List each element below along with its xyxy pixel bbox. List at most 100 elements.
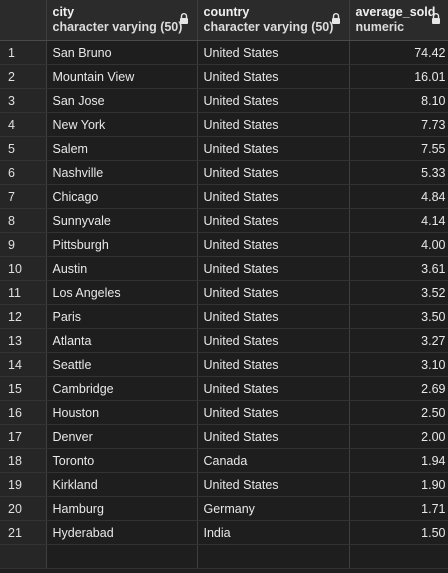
cell-city[interactable]: Hyderabad: [46, 520, 198, 545]
cell-city[interactable]: Toronto: [46, 448, 198, 473]
cell-country[interactable]: United States: [197, 40, 350, 65]
cell-average-sold[interactable]: 1.90: [349, 472, 448, 497]
cell-country[interactable]: United States: [197, 280, 350, 305]
row-index[interactable]: 20: [0, 496, 47, 521]
table-row[interactable]: 8 Sunnyvale United States 4.14: [0, 208, 448, 233]
row-index[interactable]: 1: [0, 40, 47, 65]
table-row[interactable]: 11 Los Angeles United States 3.52: [0, 280, 448, 305]
cell-country[interactable]: United States: [197, 208, 350, 233]
row-index[interactable]: 16: [0, 400, 47, 425]
row-index[interactable]: 12: [0, 304, 47, 329]
cell-average-sold[interactable]: 7.55: [349, 136, 448, 161]
column-header-average-sold[interactable]: average_sold numeric: [349, 0, 448, 41]
cell-country[interactable]: [197, 544, 350, 569]
table-row[interactable]: 16 Houston United States 2.50: [0, 400, 448, 425]
cell-average-sold[interactable]: [349, 544, 448, 569]
table-row[interactable]: 6 Nashville United States 5.33: [0, 160, 448, 185]
table-row[interactable]: 3 San Jose United States 8.10: [0, 88, 448, 113]
cell-city[interactable]: Seattle: [46, 352, 198, 377]
cell-country[interactable]: United States: [197, 136, 350, 161]
row-index[interactable]: 9: [0, 232, 47, 257]
cell-average-sold[interactable]: 1.94: [349, 448, 448, 473]
cell-city[interactable]: Kirkland: [46, 472, 198, 497]
row-index[interactable]: 15: [0, 376, 47, 401]
row-index[interactable]: 5: [0, 136, 47, 161]
column-header-city[interactable]: city character varying (50): [46, 0, 198, 41]
cell-city[interactable]: Houston: [46, 400, 198, 425]
cell-country[interactable]: United States: [197, 400, 350, 425]
cell-city[interactable]: Chicago: [46, 184, 198, 209]
row-index[interactable]: 10: [0, 256, 47, 281]
cell-city[interactable]: San Jose: [46, 88, 198, 113]
cell-average-sold[interactable]: 16.01: [349, 64, 448, 89]
cell-city[interactable]: Austin: [46, 256, 198, 281]
table-row[interactable]: 5 Salem United States 7.55: [0, 136, 448, 161]
cell-average-sold[interactable]: 7.73: [349, 112, 448, 137]
row-index[interactable]: 11: [0, 280, 47, 305]
table-row[interactable]: 20 Hamburg Germany 1.71: [0, 496, 448, 521]
table-row[interactable]: 9 Pittsburgh United States 4.00: [0, 232, 448, 257]
cell-city[interactable]: New York: [46, 112, 198, 137]
cell-country[interactable]: United States: [197, 304, 350, 329]
cell-average-sold[interactable]: 2.50: [349, 400, 448, 425]
row-index[interactable]: 17: [0, 424, 47, 449]
table-row[interactable]: 19 Kirkland United States 1.90: [0, 472, 448, 497]
row-index[interactable]: 4: [0, 112, 47, 137]
cell-average-sold[interactable]: 3.50: [349, 304, 448, 329]
row-index[interactable]: 21: [0, 520, 47, 545]
cell-city[interactable]: Los Angeles: [46, 280, 198, 305]
table-row[interactable]: 18 Toronto Canada 1.94: [0, 448, 448, 473]
cell-country[interactable]: United States: [197, 88, 350, 113]
cell-country[interactable]: United States: [197, 352, 350, 377]
row-index[interactable]: 14: [0, 352, 47, 377]
row-index[interactable]: 18: [0, 448, 47, 473]
table-row[interactable]: 13 Atlanta United States 3.27: [0, 328, 448, 353]
cell-country[interactable]: United States: [197, 112, 350, 137]
cell-city[interactable]: Paris: [46, 304, 198, 329]
table-row[interactable]: 1 San Bruno United States 74.42: [0, 40, 448, 65]
table-row[interactable]: 10 Austin United States 3.61: [0, 256, 448, 281]
cell-country[interactable]: United States: [197, 232, 350, 257]
cell-country[interactable]: United States: [197, 472, 350, 497]
table-row[interactable]: 7 Chicago United States 4.84: [0, 184, 448, 209]
cell-average-sold[interactable]: 4.14: [349, 208, 448, 233]
cell-average-sold[interactable]: 74.42: [349, 40, 448, 65]
cell-country[interactable]: Germany: [197, 496, 350, 521]
cell-city[interactable]: Nashville: [46, 160, 198, 185]
cell-country[interactable]: United States: [197, 256, 350, 281]
cell-city[interactable]: [46, 544, 198, 569]
row-index[interactable]: 19: [0, 472, 47, 497]
cell-country[interactable]: India: [197, 520, 350, 545]
cell-city[interactable]: Denver: [46, 424, 198, 449]
cell-average-sold[interactable]: 2.00: [349, 424, 448, 449]
row-index-header[interactable]: [0, 0, 47, 41]
cell-country[interactable]: United States: [197, 328, 350, 353]
row-index[interactable]: 13: [0, 328, 47, 353]
cell-city[interactable]: Hamburg: [46, 496, 198, 521]
cell-city[interactable]: Pittsburgh: [46, 232, 198, 257]
table-row[interactable]: 2 Mountain View United States 16.01: [0, 64, 448, 89]
cell-city[interactable]: Atlanta: [46, 328, 198, 353]
cell-city[interactable]: Sunnyvale: [46, 208, 198, 233]
cell-city[interactable]: Cambridge: [46, 376, 198, 401]
cell-city[interactable]: San Bruno: [46, 40, 198, 65]
row-index[interactable]: 3: [0, 88, 47, 113]
row-index[interactable]: 7: [0, 184, 47, 209]
table-row[interactable]: 15 Cambridge United States 2.69: [0, 376, 448, 401]
table-row[interactable]: 4 New York United States 7.73: [0, 112, 448, 137]
cell-average-sold[interactable]: 4.00: [349, 232, 448, 257]
cell-city[interactable]: Mountain View: [46, 64, 198, 89]
cell-average-sold[interactable]: 1.71: [349, 496, 448, 521]
row-index[interactable]: 6: [0, 160, 47, 185]
row-index[interactable]: 2: [0, 64, 47, 89]
cell-city[interactable]: Salem: [46, 136, 198, 161]
cell-country[interactable]: Canada: [197, 448, 350, 473]
table-row-partial[interactable]: [0, 544, 448, 569]
cell-average-sold[interactable]: 5.33: [349, 160, 448, 185]
cell-average-sold[interactable]: 3.61: [349, 256, 448, 281]
cell-average-sold[interactable]: 2.69: [349, 376, 448, 401]
table-row[interactable]: 17 Denver United States 2.00: [0, 424, 448, 449]
column-header-country[interactable]: country character varying (50): [197, 0, 350, 41]
cell-country[interactable]: United States: [197, 424, 350, 449]
cell-average-sold[interactable]: 3.27: [349, 328, 448, 353]
